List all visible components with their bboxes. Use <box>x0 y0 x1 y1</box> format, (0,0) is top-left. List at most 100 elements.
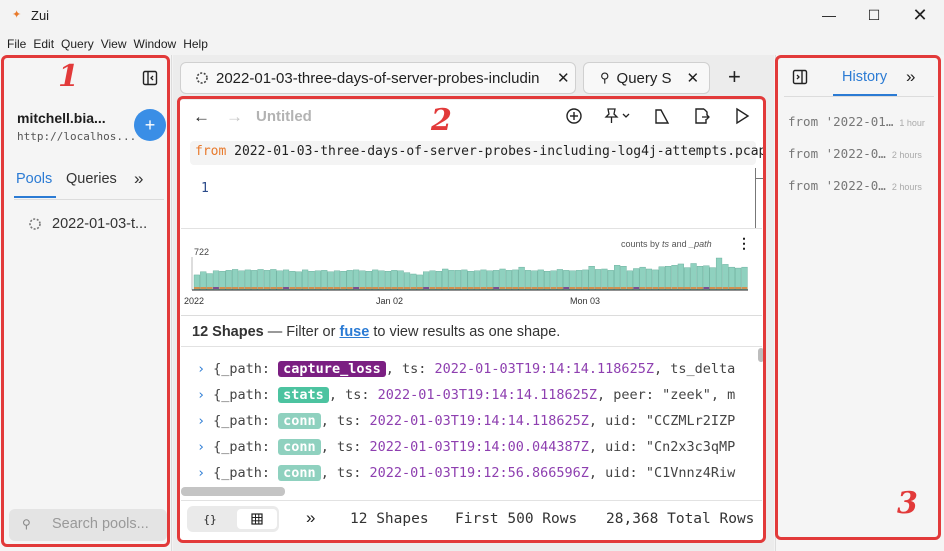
minimize-button[interactable]: — <box>822 7 836 23</box>
result-row[interactable]: › {_path: conn, ts: 2022-01-03T19:12:56.8… <box>197 462 757 484</box>
histogram-bar-segment <box>264 287 270 289</box>
caption-prefix: counts by <box>621 239 660 249</box>
search-pools-input[interactable]: Search pools... <box>52 516 149 532</box>
expand-chevron-icon[interactable]: › <box>197 387 206 403</box>
path-badge: conn <box>278 465 321 481</box>
more-options-icon[interactable]: » <box>306 508 316 527</box>
more-tabs-icon[interactable]: » <box>906 67 916 86</box>
history-time: 2 hours <box>891 150 922 160</box>
add-pool-button[interactable]: + <box>134 109 166 141</box>
annotation-number-2: 2 <box>431 103 452 138</box>
histogram-bar-segment <box>474 287 480 289</box>
tab-query-session[interactable]: ⚲ Query S ✕ <box>583 62 710 94</box>
editor-resize-divider[interactable] <box>755 168 756 228</box>
histogram-bar-segment <box>556 287 563 289</box>
expand-chevron-icon[interactable]: › <box>197 361 206 377</box>
chart-menu-icon[interactable]: ⋮ <box>737 235 751 251</box>
close-tab-icon[interactable]: ✕ <box>686 70 700 87</box>
result-row[interactable]: › {_path: stats, ts: 2022-01-03T19:14:14.… <box>197 384 757 406</box>
query-editor[interactable] <box>181 166 755 228</box>
histogram-bar-segment <box>365 287 372 289</box>
histogram-bar-segment <box>321 287 328 289</box>
line-number: 1 <box>201 181 209 196</box>
path-badge: stats <box>278 387 329 403</box>
title-bar <box>0 0 944 32</box>
shape-icon[interactable] <box>653 107 671 125</box>
histogram-chart[interactable]: 2022 Jan 02 Mon 03 <box>182 256 754 308</box>
histogram-bar <box>620 266 627 291</box>
close-window-button[interactable]: ✕ <box>912 4 928 25</box>
menu-bar: File Edit Query View Window Help <box>0 34 208 54</box>
histogram-bar <box>232 269 239 291</box>
histogram-bar <box>372 269 379 291</box>
results-divider <box>181 346 762 347</box>
result-row[interactable]: › {_path: conn, ts: 2022-01-03T19:14:14.1… <box>197 410 757 432</box>
sidebar-divider <box>14 199 164 200</box>
maximize-button[interactable]: ☐ <box>867 6 881 23</box>
results-horizontal-scrollbar[interactable] <box>181 487 285 496</box>
fuse-link[interactable]: fuse <box>339 324 370 340</box>
histogram-bar-segment <box>423 287 430 289</box>
menu-window[interactable]: Window <box>133 37 177 51</box>
histogram-bar-segment <box>582 287 589 289</box>
histogram-bar-segment <box>537 287 544 289</box>
tab-pools[interactable]: Pools <box>16 171 53 187</box>
history-item[interactable]: from '2022-0… 2 hours <box>788 146 922 161</box>
menu-query[interactable]: Query <box>61 37 94 51</box>
forward-arrow-icon[interactable]: → <box>226 107 243 126</box>
export-icon[interactable] <box>693 107 711 125</box>
histogram-bar-segment <box>346 287 353 289</box>
histogram-bar-segment <box>378 287 385 289</box>
history-item[interactable]: from '2022-01… 1 hour <box>788 114 925 129</box>
histogram-bar-segment <box>627 287 633 289</box>
tab-query-pool[interactable]: 2022-01-03-three-days-of-server-probes-i… <box>180 62 576 94</box>
collapse-sidebar-icon[interactable] <box>142 70 158 86</box>
back-arrow-icon[interactable]: ← <box>193 107 210 126</box>
search-pools-box[interactable] <box>9 509 167 541</box>
results-vertical-scrollbar[interactable] <box>758 348 764 362</box>
menu-view[interactable]: View <box>100 37 127 51</box>
result-row[interactable]: › {_path: conn, ts: 2022-01-03T19:14:00.0… <box>197 436 757 458</box>
tab-history[interactable]: History <box>842 69 888 85</box>
history-item[interactable]: from '2022-0… 2 hours <box>788 178 922 193</box>
histogram-bar-segment <box>448 287 455 289</box>
status-shapes: 12 Shapes <box>350 511 429 527</box>
histogram-bar-segment <box>703 287 710 289</box>
object-view-icon[interactable]: {} <box>203 512 217 526</box>
row-tail: , uid: "CCZMLr2IZP <box>588 413 736 429</box>
run-icon[interactable] <box>734 107 750 125</box>
tab-queries[interactable]: Queries <box>66 171 117 187</box>
new-tab-button[interactable]: + <box>728 64 741 89</box>
histogram-bar-segment <box>257 287 264 289</box>
result-row[interactable]: › {_path: capture_loss, ts: 2022-01-03T19… <box>197 358 757 380</box>
table-view-button[interactable] <box>237 509 277 529</box>
expand-chevron-icon[interactable]: › <box>197 413 206 429</box>
histogram-bar-segment <box>194 287 200 289</box>
row-mid: , ts: <box>385 361 435 377</box>
expand-chevron-icon[interactable]: › <box>197 439 206 455</box>
histogram-bar <box>352 269 360 291</box>
more-tabs-icon[interactable]: » <box>134 169 144 188</box>
menu-edit[interactable]: Edit <box>33 37 55 51</box>
histogram-bar <box>671 265 678 291</box>
menu-file[interactable]: File <box>7 37 27 51</box>
add-circle-icon[interactable] <box>565 107 583 125</box>
row-timestamp: 2022-01-03T19:14:14.118625Z <box>434 361 654 377</box>
histogram-bar-segment <box>601 287 608 289</box>
expand-chevron-icon[interactable]: › <box>197 465 206 481</box>
pool-item[interactable]: 2022-01-03-t... <box>52 216 148 232</box>
menu-help[interactable]: Help <box>183 37 208 51</box>
query-title[interactable]: Untitled <box>256 108 312 125</box>
from-keyword: from <box>195 144 227 159</box>
row-prefix: {_path: <box>213 439 279 455</box>
toggle-right-pane-icon[interactable] <box>792 69 808 85</box>
histogram-bar-segment <box>416 287 423 289</box>
histogram-bar <box>556 269 563 291</box>
from-bar[interactable] <box>190 141 756 165</box>
histogram-bar-segment <box>206 287 213 289</box>
pin-icon[interactable] <box>603 107 633 125</box>
caption-field-path: _path <box>689 239 712 249</box>
histogram-bar-segment <box>251 287 258 289</box>
histogram-bar-segment <box>238 287 245 289</box>
close-tab-icon[interactable]: ✕ <box>557 70 570 87</box>
